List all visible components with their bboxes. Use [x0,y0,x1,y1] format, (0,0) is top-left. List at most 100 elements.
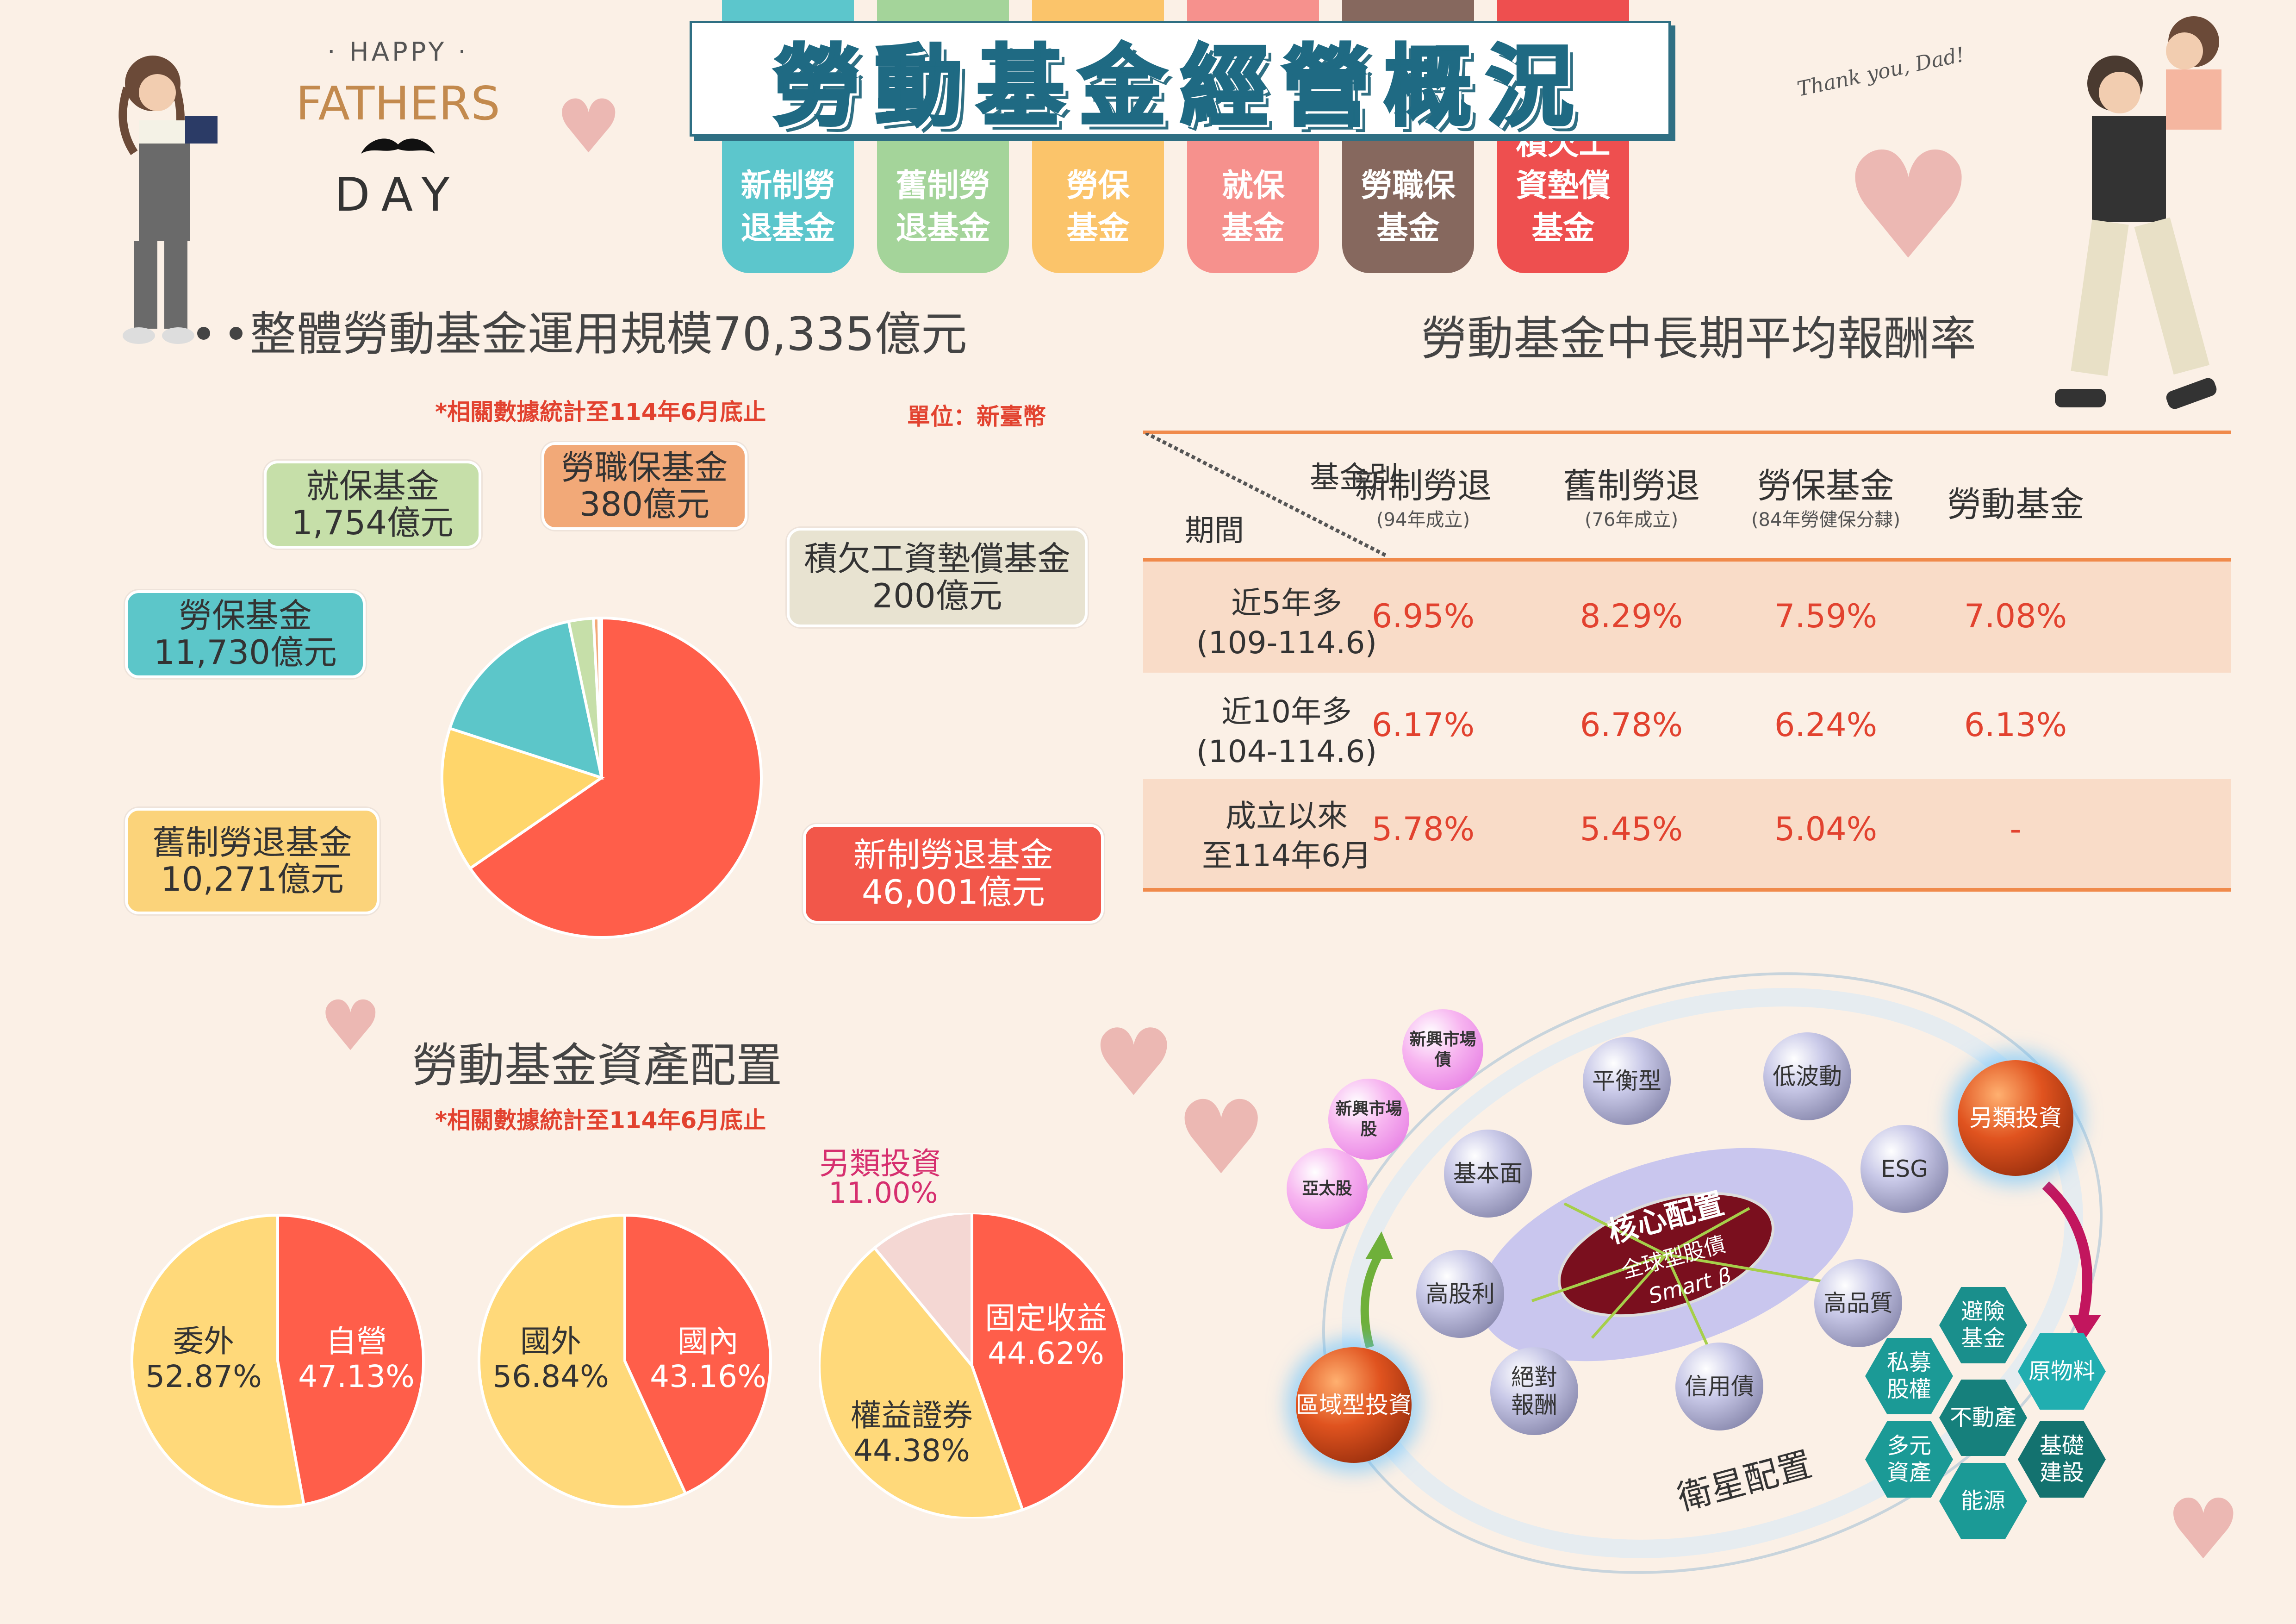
allocation-title: 勞動基金資產配置 [412,1038,782,1093]
fund-callout: 勞職保基金 380億元 [541,442,747,530]
fund-scale-pie [441,616,763,939]
return-value: 7.59% [1774,597,1878,635]
fund-callout-name: 積欠工資墊償基金 [803,539,1070,579]
column-header: 新制勞退 [1355,466,1492,506]
table-top-rule [1143,431,2231,434]
mustache-icon [359,135,437,163]
pie1-label-self: 自營 47.13% [298,1324,415,1394]
column-subheader: (76年成立) [1584,509,1679,531]
fund-tab-label: 新制勞 退基金 [740,168,835,247]
title-banner: 勞動基金經營概況 [690,21,1671,139]
happy-text: · HAPPY · [327,37,469,67]
corner-label-period: 期間 [1185,514,1244,548]
fund-callout-value: 380億元 [579,485,710,524]
strategy-bubble: 高品質 [1814,1259,1902,1347]
fund-callout: 舊制勞退基金 10,271億元 [125,808,380,914]
pie-slice-2 [448,619,604,780]
period-label: 近5年多 (109-114.6) [1196,585,1377,661]
pie2-label-domestic: 國內 43.16% [650,1324,766,1394]
page-title: 勞動基金經營概況 [772,34,1587,139]
return-value: 5.45% [1580,810,1683,848]
return-value: - [2010,810,2022,848]
return-value: 5.78% [1371,810,1475,848]
fund-tab-label: 就保 基金 [1221,168,1285,247]
heart-decoration: ♥ [2166,1481,2241,1578]
unit-label: 單位：新臺幣 [907,403,1046,430]
strategy-bubble: 基本面 [1444,1130,1532,1218]
heart-decoration: ♥ [1176,1079,1267,1197]
column-header: 勞動基金 [1947,485,2084,525]
fund-callout-name: 勞保基金 [178,596,312,635]
fund-callout: 積欠工資墊償基金 200億元 [787,528,1088,627]
alternative-invest-bubble: 另類投資 [1958,1060,2073,1176]
table-row-band [1143,779,2231,890]
fund-callout-name: 勞職保基金 [561,448,728,487]
thank-you-text: Thank you, Dad! [1795,43,1967,101]
return-value: 6.78% [1580,706,1683,744]
pie-slice-0 [468,616,763,939]
return-value: 5.04% [1774,810,1878,848]
pie1-label-outsourced: 委外 52.87% [145,1324,262,1394]
strategy-bubble: 平衡型 [1583,1037,1671,1125]
fathers-day-logo: · HAPPY · FATHERS DAY [278,37,518,222]
table-head-rule [1143,558,2231,562]
regional-invest-bubble: 區域型投資 [1296,1347,1412,1463]
pie-slice-0 [276,1213,425,1506]
pie-slice-2 [872,1213,973,1370]
fund-callout-value: 11,730億元 [154,633,337,672]
fund-callout-name: 就保基金 [305,466,439,506]
fund-tab-label: 舊制勞 退基金 [896,168,990,247]
strategy-bubble: 信用債 [1675,1343,1763,1430]
fund-callout-value: 1,754億元 [291,503,454,542]
heart-decoration: ♥ [319,986,382,1067]
pie3-label-fixed-income: 固定收益 44.62% [985,1300,1107,1371]
column-header: 勞保基金 [1757,466,1894,506]
fund-callout: 就保基金 1,754億元 [264,461,481,549]
pie-slice-5 [597,616,603,778]
pie-slice-1 [441,726,605,870]
allocation-note: *相關數據統計至114年6月底止 [435,1107,766,1134]
returns-title: 勞動基金中長期平均報酬率 [1421,312,1976,366]
fund-callout-value: 10,271億元 [161,860,344,899]
self-vs-outsourced-pie [131,1213,425,1508]
fund-callout-name: 新制勞退基金 [853,836,1053,875]
domestic-vs-foreign-pie [478,1213,772,1508]
period-label: 近10年多 (104-114.6) [1196,694,1377,769]
pie-slice-1 [819,1246,1025,1518]
period-label: 成立以來 至114年6月 [1202,798,1371,874]
fund-callout-value: 46,001億元 [862,872,1045,912]
strategy-pink-bubble: 亞太股 [1287,1148,1368,1229]
dad-child-illustration [2055,16,2221,409]
fund-callout-name: 舊制勞退基金 [152,823,352,862]
return-value: 6.95% [1371,597,1475,635]
girl-illustration [118,56,243,344]
asset-class-pie [819,1213,1125,1518]
corner-label-fund: 基金別 [1310,461,1399,495]
alt-invest-value: 11.00% [828,1176,938,1210]
pie3-label-equity: 權益證券 44.38% [851,1398,973,1468]
fund-callout: 勞保基金 11,730億元 [125,590,366,678]
pie2-label-foreign: 國外 56.84% [492,1324,609,1394]
column-subheader: (84年勞健保分隸) [1751,509,1901,531]
fund-callout-value: 200億元 [872,576,1002,615]
fathers-text: FATHERS [296,76,500,131]
pie-slice-1 [478,1213,688,1508]
fund-tab-label: 勞保 基金 [1066,168,1130,247]
return-value: 6.17% [1371,706,1475,744]
pie-slice-0 [623,1213,772,1496]
day-text: DAY [334,168,462,222]
return-value: 6.13% [1964,706,2067,744]
strategy-bubble: 低波動 [1763,1032,1851,1120]
column-subheader: (94年成立) [1376,509,1470,531]
heart-decoration: ♥ [1842,120,1975,293]
return-value: 6.24% [1774,706,1878,744]
strategy-bubble: ESG [1860,1125,1948,1213]
fund-callout: 新制勞退基金 46,001億元 [803,824,1104,924]
column-header: 舊制勞退 [1563,466,1700,506]
strategy-bubble: 高股利 [1416,1250,1504,1338]
strategy-pink-bubble: 新興市場 債 [1402,1009,1483,1090]
scale-note: *相關數據統計至114年6月底止 [435,399,766,425]
pie-slice-1 [131,1213,305,1508]
strategy-pink-bubble: 新興市場 股 [1328,1079,1409,1160]
return-value: 8.29% [1580,597,1683,635]
